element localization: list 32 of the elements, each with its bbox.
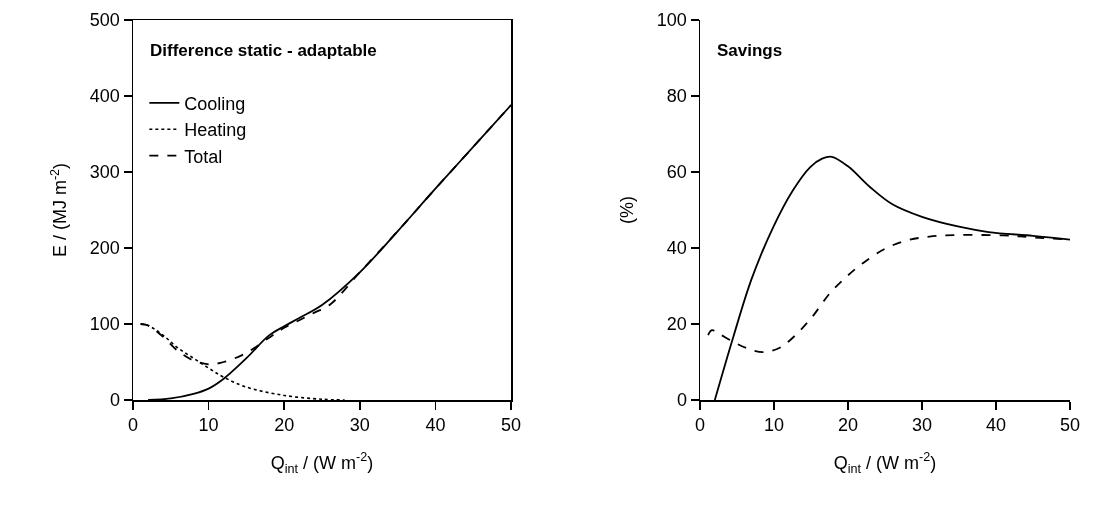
y-tick-label: 400 xyxy=(89,86,120,107)
y-tick-label: 80 xyxy=(666,86,687,107)
x-axis-title: Q$_{int}$ / (W m$^{-2}$) xyxy=(270,450,374,476)
x-tick-label: 50 xyxy=(500,415,522,436)
x-tick-label: 40 xyxy=(985,415,1007,436)
y-tick-label: 20 xyxy=(666,314,687,335)
legend-label: Cooling xyxy=(184,93,246,114)
x-tick-label: 0 xyxy=(694,415,706,436)
x-tick-label: 10 xyxy=(198,415,219,436)
text: Difference static - adaptable xyxy=(150,41,377,60)
y-tick-label: 300 xyxy=(89,162,120,183)
y-tick-label: 0 xyxy=(109,390,120,411)
x-tick-label: 20 xyxy=(837,415,859,436)
x-tick-label: 10 xyxy=(763,415,785,436)
y-tick-label: 500 xyxy=(89,10,120,31)
text: Savings xyxy=(717,41,783,60)
y-tick-label: 200 xyxy=(89,238,120,259)
x-axis-title: Q$_{int}$ / (W m$^{-2}$) xyxy=(833,450,937,476)
y-tick-label: 100 xyxy=(656,10,687,31)
legend-label: Total xyxy=(184,146,223,167)
y-tick-label: 40 xyxy=(666,238,687,259)
y-axis-title: (%) xyxy=(617,196,638,224)
x-tick-label: 0 xyxy=(127,415,139,436)
x-tick-label: 30 xyxy=(349,415,370,436)
y-tick-label: 60 xyxy=(666,162,687,183)
y-tick-label: 100 xyxy=(89,314,120,335)
x-tick-label: 20 xyxy=(274,415,295,436)
legend-label: Heating xyxy=(184,120,247,141)
y-tick-label: 0 xyxy=(676,390,687,411)
x-tick-label: 50 xyxy=(1059,415,1081,436)
x-tick-label: 40 xyxy=(425,415,446,436)
x-tick-label: 30 xyxy=(911,415,933,436)
